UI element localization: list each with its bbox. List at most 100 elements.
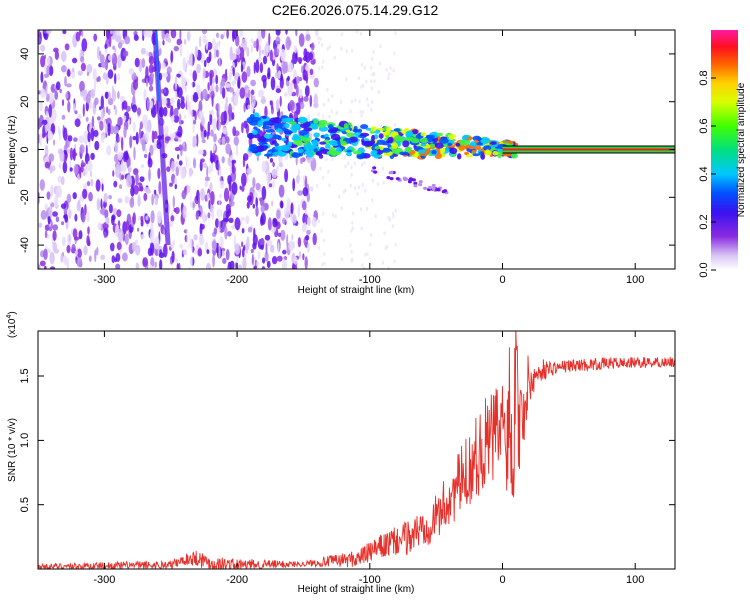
noise-cell [104, 48, 108, 55]
noise-cell [221, 87, 226, 99]
noise-cell [100, 254, 105, 261]
noise-cell [101, 135, 105, 144]
noise-cell [143, 30, 148, 38]
noise-cell [302, 200, 307, 211]
colorbar-gradient [711, 30, 738, 270]
noise-cell-faint [356, 192, 359, 197]
noise-cell [200, 158, 205, 163]
noise-cell [308, 52, 314, 61]
noise-cell-faint [392, 68, 395, 73]
noise-cell-faint [360, 113, 363, 118]
noise-cell [303, 48, 308, 59]
noise-cell [40, 88, 46, 99]
signal-cell [365, 141, 375, 146]
noise-cell [291, 234, 294, 240]
noise-cell-faint [391, 224, 395, 229]
signal-cell [302, 121, 311, 128]
noise-cell [290, 202, 294, 215]
signal-cell [328, 146, 336, 152]
noise-cell-faint [371, 72, 374, 77]
signal-cell [360, 132, 370, 137]
noise-cell [223, 187, 230, 202]
noise-cell [115, 164, 121, 179]
signal-cell [262, 115, 267, 119]
noise-cell [279, 95, 282, 107]
noise-cell-faint [328, 45, 331, 50]
signal-cell [444, 146, 450, 154]
noise-cell [304, 256, 308, 269]
signal-cell [469, 141, 477, 148]
signal-branch-cell [436, 188, 441, 192]
noise-cell [117, 228, 124, 243]
noise-cell [117, 41, 123, 49]
noise-cell-faint [327, 98, 330, 103]
noise-cell [226, 30, 229, 39]
snr-x-label: Height of straight line (km) [298, 584, 415, 595]
noise-cell-faint [347, 161, 350, 166]
signal-cell [458, 144, 466, 151]
noise-cell [122, 100, 128, 110]
noise-cell [230, 154, 234, 162]
noise-cell [297, 203, 300, 218]
noise-cell-faint [350, 99, 354, 104]
noise-cell [38, 37, 42, 44]
noise-cell [247, 226, 253, 233]
noise-cell [99, 54, 105, 64]
noise-cell-faint [320, 229, 323, 234]
signal-cell [429, 143, 435, 148]
noise-cell-faint [361, 263, 364, 268]
noise-cell [96, 77, 99, 83]
noise-cell [204, 180, 208, 188]
noise-cell [243, 120, 248, 129]
noise-cell [276, 165, 279, 172]
noise-cell [241, 172, 247, 187]
noise-cell [250, 248, 254, 254]
noise-cell [114, 106, 118, 116]
noise-cell [92, 68, 97, 82]
noise-cell [232, 30, 235, 42]
noise-cell [193, 249, 198, 255]
noise-cell [296, 84, 299, 97]
signal-cell [249, 114, 255, 121]
noise-cell [210, 191, 215, 205]
noise-cell [247, 195, 252, 203]
noise-cell [272, 161, 275, 168]
noise-cell-faint [373, 79, 376, 84]
noise-cell-faint [362, 83, 365, 88]
noise-cell-faint [363, 160, 366, 165]
noise-cell [119, 184, 123, 190]
signal-cell [331, 143, 339, 147]
signal-cell [420, 143, 427, 147]
signal-branch-cell [411, 178, 416, 182]
noise-cell [69, 147, 74, 161]
noise-cell-faint [387, 76, 390, 81]
noise-cell [46, 65, 50, 78]
noise-cell [147, 119, 152, 133]
noise-cell-faint [317, 112, 320, 117]
noise-cell-faint [364, 188, 367, 193]
noise-cell [74, 118, 81, 128]
noise-cell [106, 30, 110, 41]
noise-cell [224, 226, 228, 240]
noise-cell [145, 215, 149, 221]
signal-cell [464, 151, 470, 156]
noise-cell [206, 131, 209, 140]
noise-cell [108, 54, 113, 61]
noise-cell [114, 73, 117, 85]
noise-cell [232, 67, 235, 77]
noise-cell [194, 45, 199, 59]
noise-cell [178, 262, 181, 269]
signal-branch-cell [388, 171, 393, 175]
noise-cell [103, 119, 107, 128]
noise-cell [73, 137, 78, 143]
noise-cell [107, 69, 114, 79]
noise-cell [135, 131, 139, 145]
noise-cell [64, 43, 70, 51]
noise-cell [296, 57, 303, 63]
noise-cell [62, 30, 67, 35]
noise-cell [154, 261, 157, 268]
signal-branch-cell [413, 184, 418, 188]
noise-cell [202, 68, 206, 79]
noise-cell [135, 239, 138, 244]
noise-cell [259, 62, 264, 74]
